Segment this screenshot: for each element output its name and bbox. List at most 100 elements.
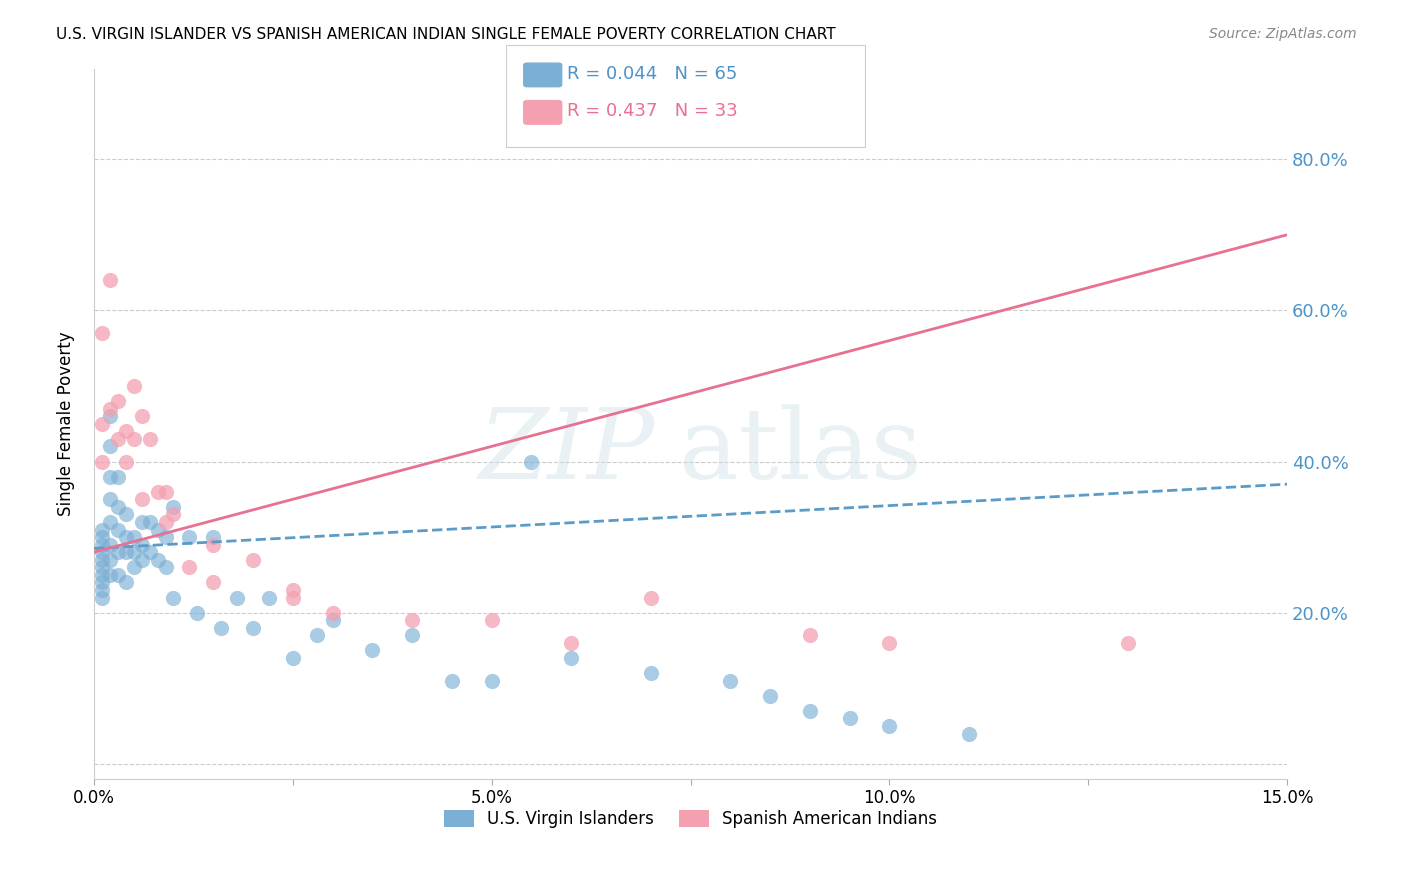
Point	[838, 711, 860, 725]
Point	[90, 538, 112, 552]
Point	[107, 545, 129, 559]
Point	[98, 553, 121, 567]
Point	[131, 515, 153, 529]
Point	[98, 439, 121, 453]
Point	[179, 560, 201, 574]
Y-axis label: Single Female Poverty: Single Female Poverty	[58, 332, 75, 516]
Point	[640, 591, 662, 605]
Text: U.S. VIRGIN ISLANDER VS SPANISH AMERICAN INDIAN SINGLE FEMALE POVERTY CORRELATIO: U.S. VIRGIN ISLANDER VS SPANISH AMERICAN…	[56, 27, 835, 42]
Point	[122, 560, 145, 574]
Point	[107, 394, 129, 409]
Point	[122, 545, 145, 559]
Point	[114, 575, 136, 590]
Point	[90, 417, 112, 431]
Point	[718, 129, 741, 144]
Point	[209, 621, 232, 635]
Point	[90, 454, 112, 468]
Point	[98, 492, 121, 507]
Point	[107, 469, 129, 483]
Point	[305, 628, 328, 642]
Point	[146, 553, 169, 567]
Point	[98, 538, 121, 552]
Point	[242, 621, 264, 635]
Point	[98, 469, 121, 483]
Text: R = 0.044   N = 65: R = 0.044 N = 65	[567, 65, 737, 83]
Point	[361, 643, 384, 657]
Point	[122, 432, 145, 446]
Point	[155, 484, 177, 499]
Point	[322, 606, 344, 620]
Point	[98, 567, 121, 582]
Point	[155, 560, 177, 574]
Point	[202, 538, 225, 552]
Point	[90, 560, 112, 574]
Point	[186, 606, 208, 620]
Point	[146, 484, 169, 499]
Point	[98, 515, 121, 529]
Point	[162, 508, 184, 522]
Point	[122, 379, 145, 393]
Point	[98, 401, 121, 416]
Text: ZIP: ZIP	[478, 404, 655, 500]
Point	[799, 628, 821, 642]
Point	[98, 409, 121, 424]
Point	[90, 326, 112, 340]
Legend: U.S. Virgin Islanders, Spanish American Indians: U.S. Virgin Islanders, Spanish American …	[437, 803, 943, 835]
Point	[131, 492, 153, 507]
Point	[90, 582, 112, 597]
Point	[281, 591, 304, 605]
Point	[138, 515, 160, 529]
Point	[281, 582, 304, 597]
Point	[718, 673, 741, 688]
Point	[107, 523, 129, 537]
Text: R = 0.437   N = 33: R = 0.437 N = 33	[567, 103, 737, 120]
Point	[640, 666, 662, 681]
Point	[114, 545, 136, 559]
Point	[155, 530, 177, 544]
Point	[122, 530, 145, 544]
Point	[957, 726, 980, 740]
Point	[242, 553, 264, 567]
Point	[162, 591, 184, 605]
Point	[879, 719, 901, 733]
Point	[90, 523, 112, 537]
Point	[131, 409, 153, 424]
Point	[90, 591, 112, 605]
Point	[107, 500, 129, 514]
Point	[90, 575, 112, 590]
Point	[322, 613, 344, 627]
Point	[281, 651, 304, 665]
Point	[90, 553, 112, 567]
Point	[90, 545, 112, 559]
Point	[879, 636, 901, 650]
Point	[202, 530, 225, 544]
Point	[257, 591, 280, 605]
Point	[520, 454, 543, 468]
Point	[131, 553, 153, 567]
Point	[226, 591, 249, 605]
Text: atlas: atlas	[679, 404, 921, 500]
Point	[107, 567, 129, 582]
Point	[162, 500, 184, 514]
Point	[114, 424, 136, 438]
Point	[481, 673, 503, 688]
Point	[560, 651, 582, 665]
Point	[114, 530, 136, 544]
Point	[202, 575, 225, 590]
Point	[440, 673, 463, 688]
Point	[1116, 636, 1139, 650]
Point	[114, 454, 136, 468]
Point	[481, 613, 503, 627]
Point	[155, 515, 177, 529]
Point	[114, 508, 136, 522]
Point	[759, 689, 782, 703]
Point	[560, 636, 582, 650]
Point	[90, 567, 112, 582]
Text: Source: ZipAtlas.com: Source: ZipAtlas.com	[1209, 27, 1357, 41]
Point	[131, 538, 153, 552]
Point	[138, 545, 160, 559]
Point	[138, 432, 160, 446]
Point	[401, 613, 423, 627]
Point	[799, 704, 821, 718]
Point	[98, 273, 121, 287]
